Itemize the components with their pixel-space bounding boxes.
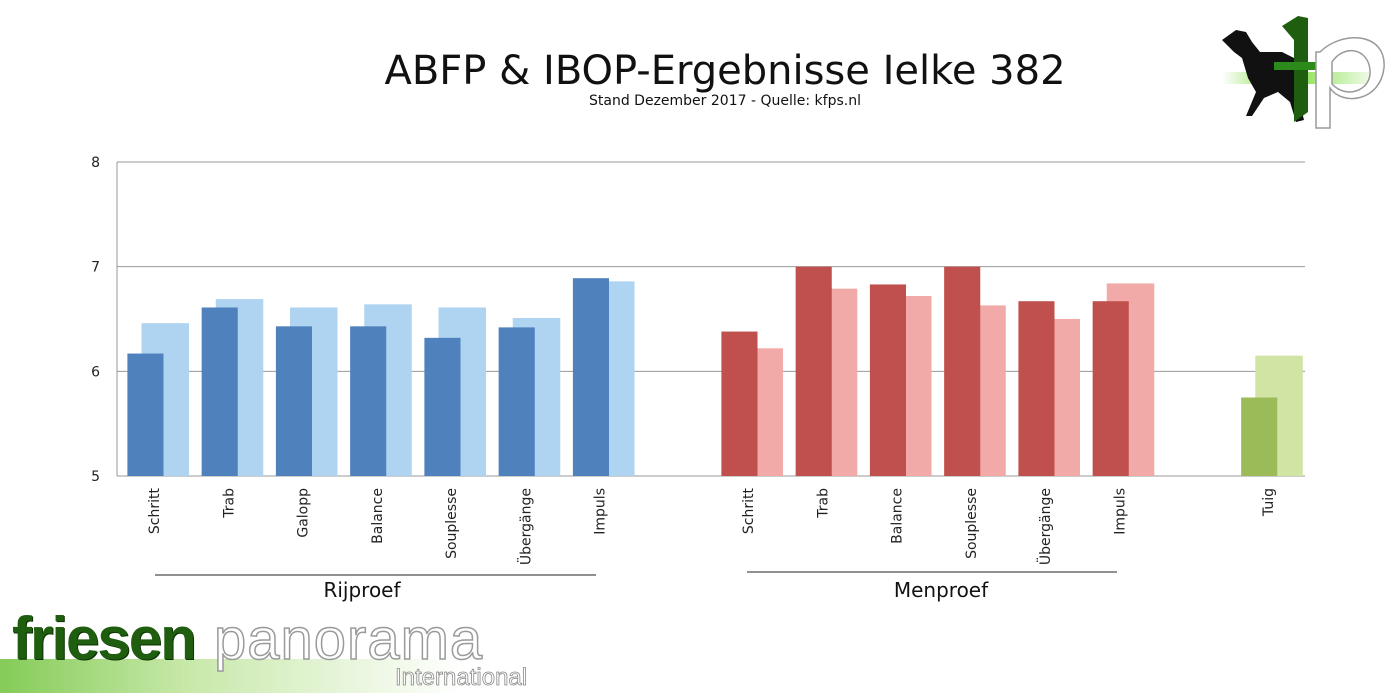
chart-subtitle: Stand Dezember 2017 - Quelle: kfps.nl [589, 93, 861, 109]
x-tick-label: Balance [370, 488, 386, 544]
y-tick-label: 5 [91, 469, 100, 485]
x-tick-label: Souplesse [964, 488, 980, 559]
x-tick-label: Übergänge [1036, 488, 1054, 565]
friesenpanorama-logo: friesen panorama International [0, 604, 545, 700]
x-tick-label: Balance [890, 488, 906, 544]
x-tick-label: Schritt [147, 488, 163, 535]
group-label-rijproef: Rijproef [323, 578, 401, 602]
bar [721, 331, 758, 476]
bar [795, 266, 832, 476]
group-label-menproef: Menproef [893, 578, 989, 602]
bar [1241, 397, 1278, 476]
y-tick-label: 6 [91, 364, 100, 380]
bar [201, 307, 238, 476]
bar [127, 353, 164, 476]
bar [350, 326, 387, 476]
x-tick-label: Tuig [1261, 488, 1277, 517]
bar [275, 326, 313, 476]
x-tick-label: Impuls [593, 488, 609, 535]
bar [1092, 301, 1129, 476]
logo-swoosh [0, 659, 545, 693]
y-tick-label: 8 [91, 155, 100, 171]
bar [424, 337, 461, 476]
bar [869, 284, 907, 476]
bar [498, 327, 535, 476]
x-tick-label: Galopp [296, 488, 312, 538]
x-tick-label: Übergänge [516, 488, 534, 565]
x-tick-label: Trab [815, 488, 831, 519]
fp-logo: fp [1212, 12, 1392, 132]
bar [1018, 301, 1055, 476]
logo-text-friesen: friesen [12, 605, 197, 672]
bar [944, 266, 981, 476]
x-tick-label: Schritt [741, 488, 757, 535]
fp-logo-text: fp [1324, 41, 1325, 43]
x-tick-label: Impuls [1112, 488, 1128, 535]
bar [572, 278, 610, 476]
x-tick-label: Trab [221, 488, 237, 519]
logo-text-panorama: panorama [213, 606, 484, 673]
y-tick-label: 7 [91, 260, 100, 276]
x-tick-label: Souplesse [444, 488, 460, 559]
chart-title: ABFP & IBOP-Ergebnisse Ielke 382 [384, 48, 1066, 94]
logo-text-international: International [395, 664, 528, 692]
horse-icon [1222, 30, 1304, 122]
